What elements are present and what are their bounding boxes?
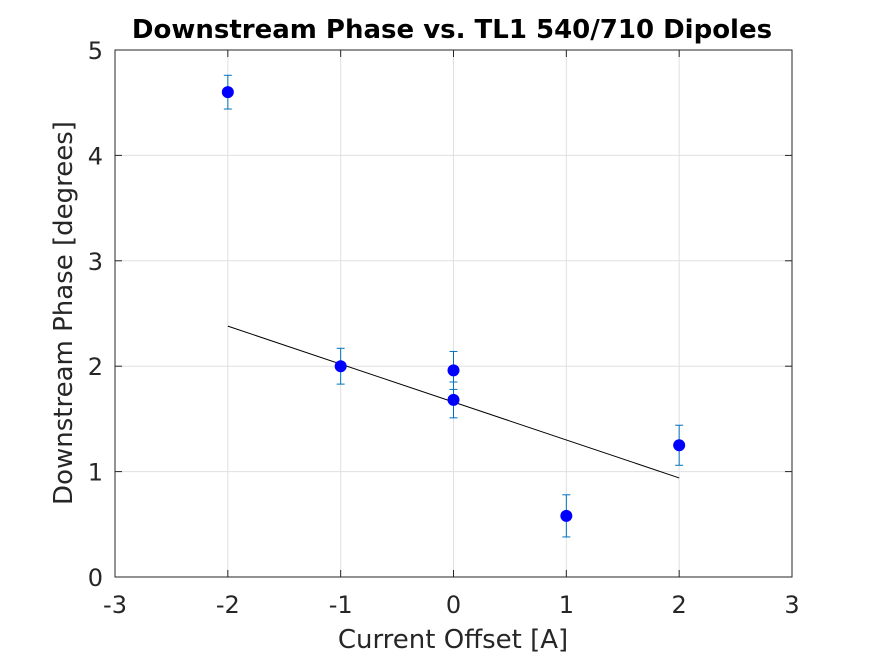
data-point (447, 364, 460, 377)
y-axis-label: Downstream Phase [degrees] (49, 121, 79, 505)
data-point-group (221, 74, 234, 110)
x-tick-label: 0 (446, 591, 461, 619)
y-tick-label: 5 (88, 37, 103, 65)
y-tick-label: 1 (88, 459, 103, 487)
data-point (560, 509, 573, 522)
y-tick-label: 0 (88, 564, 103, 592)
data-point-group (447, 381, 460, 419)
x-tick-label: 2 (672, 591, 687, 619)
x-tick-label: -2 (216, 591, 240, 619)
x-tick-label: 3 (784, 591, 799, 619)
x-tick-label: -1 (329, 591, 353, 619)
series-layer (221, 74, 686, 538)
data-point (447, 393, 460, 406)
data-point-group (560, 494, 573, 538)
axes (114, 49, 793, 578)
data-point-group (334, 347, 347, 385)
data-point (221, 86, 234, 99)
y-tick-label: 4 (88, 142, 103, 170)
y-tick-label: 2 (88, 353, 103, 381)
x-tick-label: -3 (103, 591, 127, 619)
chart-title: Downstream Phase vs. TL1 540/710 Dipoles (132, 15, 772, 45)
data-point (334, 360, 347, 373)
x-tick-label: 1 (559, 591, 574, 619)
x-axis-label: Current Offset [A] (338, 625, 568, 655)
tick-labels: -3 -2 -1 0 1 2 3 0 1 2 3 4 5 (88, 37, 800, 619)
y-tick-label: 3 (88, 248, 103, 276)
data-point (673, 439, 686, 452)
data-point-group (673, 424, 686, 466)
